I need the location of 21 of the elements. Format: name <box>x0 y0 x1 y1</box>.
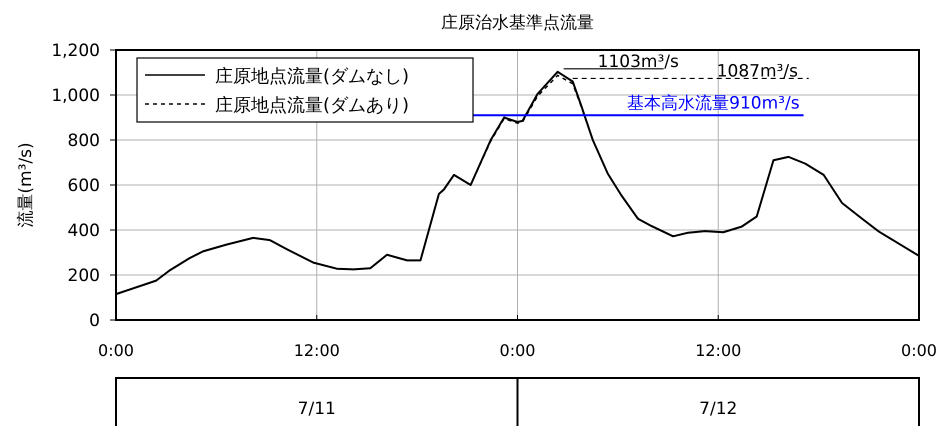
series-label: 基本高水流量910m³/s <box>627 93 800 114</box>
y-tick-label: 400 <box>68 221 100 241</box>
y-axis-title: 流量(m³/s) <box>16 142 36 228</box>
x-tick-label: 0:00 <box>901 341 937 360</box>
x-tick-label: 12:00 <box>695 341 742 360</box>
y-tick-label: 200 <box>68 266 100 286</box>
legend-label: 庄原地点流量(ダムあり) <box>215 95 410 116</box>
text: 7/11 <box>298 399 336 419</box>
annotation: 1103m³/s <box>598 52 680 72</box>
y-tick-label: 1,200 <box>51 41 100 61</box>
text: 7/12 <box>699 399 738 419</box>
x-tick-label: 0:00 <box>500 341 536 360</box>
y-tick-label: 0 <box>89 311 100 331</box>
annotation: 1087m³/s <box>716 61 798 82</box>
x-tick-label: 12:00 <box>294 341 340 360</box>
legend-label: 庄原地点流量(ダムなし) <box>215 66 410 87</box>
y-tick-label: 600 <box>68 176 100 196</box>
y-tick-label: 800 <box>68 131 100 151</box>
chart-title: 庄原治水基準点流量 <box>441 13 594 33</box>
y-tick-label: 1,000 <box>51 86 100 106</box>
x-tick-label: 0:00 <box>98 341 134 360</box>
